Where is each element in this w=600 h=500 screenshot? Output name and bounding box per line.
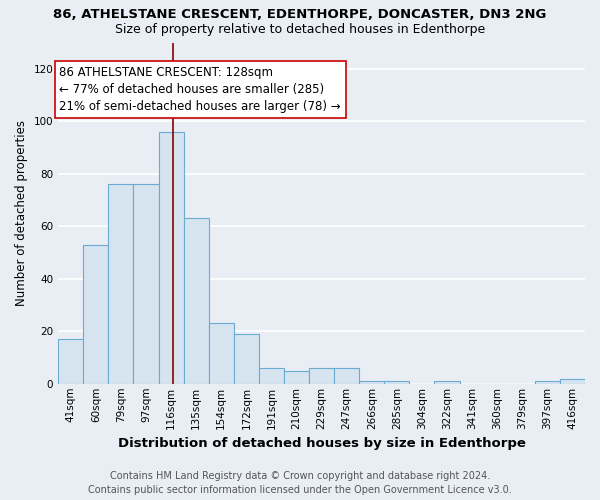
Text: 86 ATHELSTANE CRESCENT: 128sqm
← 77% of detached houses are smaller (285)
21% of: 86 ATHELSTANE CRESCENT: 128sqm ← 77% of … (59, 66, 341, 113)
Bar (83, 244, 109, 384)
Bar (259, 368, 284, 384)
Bar (158, 132, 184, 384)
Bar (109, 184, 133, 384)
Bar (284, 370, 309, 384)
Bar (359, 381, 385, 384)
Bar (58, 339, 83, 384)
Bar (434, 381, 460, 384)
Y-axis label: Number of detached properties: Number of detached properties (15, 120, 28, 306)
Bar (234, 334, 259, 384)
Bar (535, 381, 560, 384)
Bar (385, 381, 409, 384)
Bar (133, 184, 158, 384)
Bar (209, 324, 234, 384)
X-axis label: Distribution of detached houses by size in Edenthorpe: Distribution of detached houses by size … (118, 437, 526, 450)
Text: Size of property relative to detached houses in Edenthorpe: Size of property relative to detached ho… (115, 22, 485, 36)
Text: 86, ATHELSTANE CRESCENT, EDENTHORPE, DONCASTER, DN3 2NG: 86, ATHELSTANE CRESCENT, EDENTHORPE, DON… (53, 8, 547, 20)
Bar (309, 368, 334, 384)
Bar (560, 378, 585, 384)
Bar (334, 368, 359, 384)
Bar (184, 218, 209, 384)
Text: Contains HM Land Registry data © Crown copyright and database right 2024.
Contai: Contains HM Land Registry data © Crown c… (88, 471, 512, 495)
